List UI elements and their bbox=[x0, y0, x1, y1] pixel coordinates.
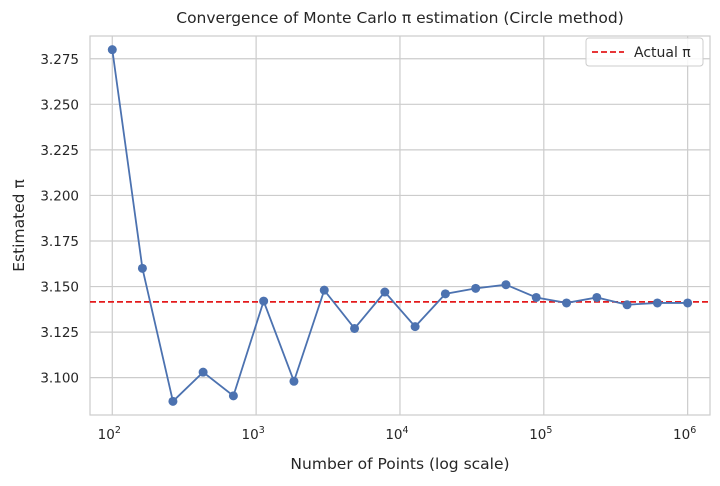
data-point bbox=[168, 396, 178, 406]
plot-frame bbox=[89, 35, 711, 416]
data-point bbox=[380, 287, 390, 297]
data-point bbox=[410, 322, 420, 332]
legend-label-actual-pi: Actual π bbox=[634, 45, 691, 61]
data-point bbox=[652, 298, 662, 308]
data-point bbox=[289, 376, 299, 386]
grid-layer bbox=[90, 36, 710, 415]
data-point bbox=[107, 45, 117, 55]
y-tick-label: 3.175 bbox=[40, 234, 79, 250]
y-tick-label: 3.225 bbox=[40, 143, 79, 159]
data-point bbox=[531, 292, 541, 302]
data-point bbox=[350, 323, 360, 333]
y-tick-label: 3.100 bbox=[40, 371, 79, 387]
series-layer bbox=[107, 45, 693, 406]
data-point bbox=[137, 263, 147, 273]
data-point bbox=[198, 367, 208, 377]
data-point bbox=[440, 289, 450, 299]
x-axis-ticks: 102 103 104 105 106 bbox=[98, 425, 697, 443]
x-tick-label: 104 bbox=[385, 425, 408, 443]
data-point bbox=[562, 298, 572, 308]
data-point bbox=[259, 296, 269, 306]
data-point bbox=[683, 298, 693, 308]
y-tick-label: 3.250 bbox=[40, 97, 79, 113]
y-tick-label: 3.125 bbox=[40, 325, 79, 341]
x-tick-label: 105 bbox=[529, 425, 552, 443]
legend: Actual π bbox=[585, 37, 704, 67]
x-tick-label: 106 bbox=[673, 425, 696, 443]
y-tick-label: 3.275 bbox=[40, 52, 79, 68]
y-tick-label: 3.200 bbox=[40, 188, 79, 204]
data-point bbox=[592, 292, 602, 302]
series-line bbox=[111, 49, 688, 404]
data-point bbox=[471, 283, 481, 293]
x-tick-label: 102 bbox=[98, 425, 121, 443]
data-point bbox=[501, 280, 511, 290]
y-axis-label: Estimated π bbox=[10, 179, 28, 272]
y-axis-ticks: 3.100 3.125 3.150 3.175 3.200 3.225 3.250 3.275 bbox=[40, 52, 79, 387]
x-axis-label: Number of Points (log scale) bbox=[290, 455, 509, 473]
legend-box bbox=[585, 37, 704, 67]
chart-title: Convergence of Monte Carlo π estimation … bbox=[176, 9, 624, 27]
data-point bbox=[622, 300, 632, 310]
data-point bbox=[319, 285, 329, 295]
y-tick-label: 3.150 bbox=[40, 280, 79, 296]
x-tick-label: 103 bbox=[242, 425, 265, 443]
data-point bbox=[228, 391, 238, 401]
